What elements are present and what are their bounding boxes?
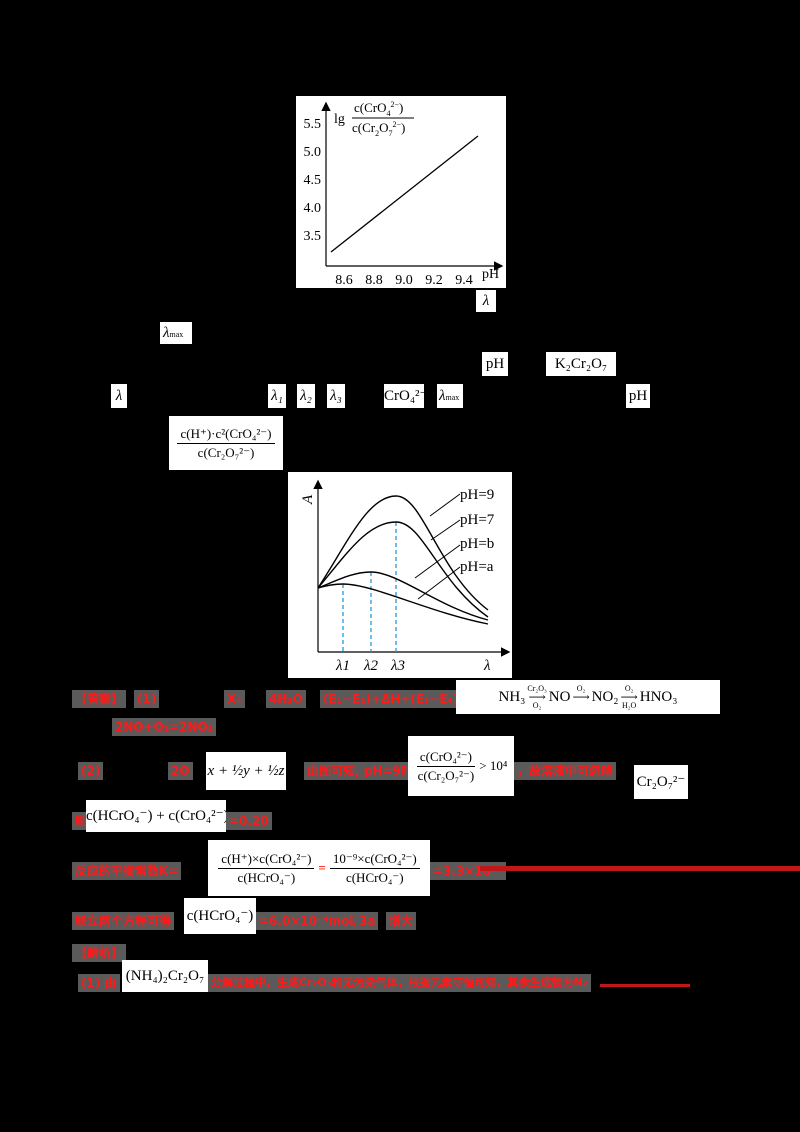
ka-expression: c(H⁺)×c(CrO₄²⁻) c(HCrO₄⁻) = 10⁻⁹×c(CrO₄²⁻… xyxy=(208,840,430,896)
svg-text:3.5: 3.5 xyxy=(304,229,322,244)
lambda1-snippet: λ₁ xyxy=(268,384,286,408)
answer-frag-a: X₄ xyxy=(224,690,245,708)
q2-label: (2) xyxy=(78,762,104,780)
ph-snippet-2: pH xyxy=(626,384,650,408)
svg-text:4.0: 4.0 xyxy=(304,201,322,216)
svg-text:λ2: λ2 xyxy=(363,658,378,674)
x-tick-labels: λ1 λ2 λ3 xyxy=(335,658,405,674)
lambda2-snippet: λ₂ xyxy=(297,384,315,408)
data-line xyxy=(330,135,479,253)
chart2-svg: pH=9 pH=7 pH=b pH=a A λ1 λ2 λ3 λ xyxy=(300,479,511,674)
chart-absorbance-vs-wavelength: pH=9 pH=7 pH=b pH=a A λ1 λ2 λ3 λ xyxy=(288,472,512,678)
y-axis-label-prefix: lg xyxy=(334,112,345,127)
sum-value: =0.20 xyxy=(226,812,272,830)
svg-text:9.4: 9.4 xyxy=(455,273,473,288)
svg-text:λ3: λ3 xyxy=(390,658,405,674)
svg-text:pH=a: pH=a xyxy=(460,559,494,575)
svg-text:λ1: λ1 xyxy=(335,658,350,674)
hcro4-prefix: 联立两个方程可得 xyxy=(72,912,175,930)
text-ph9: 由图可知, pH=9时, xyxy=(304,762,421,780)
cro4-snippet: CrO₄²⁻ xyxy=(384,384,427,408)
y-axis-label: A xyxy=(300,494,316,505)
y-axis-label-numerator: c(CrO42−) xyxy=(354,100,403,118)
legend-labels: pH=9 pH=7 pH=b pH=a xyxy=(460,487,495,575)
analysis-line-prefix: (1) 由 xyxy=(78,974,120,992)
curve-ph7 xyxy=(317,521,489,618)
analysis-heading: 【解析】 xyxy=(72,944,127,962)
y-tick-labels: 5.5 5.0 4.5 4.0 3.5 xyxy=(304,117,322,244)
ka-value: =3.3×10⁻⁷ xyxy=(430,862,506,880)
chart1-svg: 5.5 5.0 4.5 4.0 3.5 8.6 8.8 9.0 9.2 9.4 … xyxy=(304,100,504,288)
lambda-max-snippet-2: λmax xyxy=(437,384,463,408)
nh4-cr2o7-expr: (NH₄)₂Cr₂O₇ xyxy=(122,960,208,992)
red-underline-1 xyxy=(480,866,800,871)
svg-text:pH=7: pH=7 xyxy=(460,512,495,528)
svg-text:9.2: 9.2 xyxy=(425,273,443,288)
q1-label: (1) xyxy=(134,690,160,708)
svg-text:pH=b: pH=b xyxy=(460,536,494,552)
k2cr2o7-snippet: K₂Cr₂O₇ xyxy=(546,352,616,376)
ph-snippet: pH xyxy=(482,352,508,376)
ratio-cro4-cr2o7: c(CrO₄²⁻) c(Cr₂O₇²⁻) > 10⁴ xyxy=(408,736,514,796)
analysis-line-text: 分解过程中，生成Cr₂O₃和无污染气体，根据元素守恒可知，其余生成物为N₂ xyxy=(208,974,591,992)
curve-ph9 xyxy=(317,495,489,611)
svg-text:9.0: 9.0 xyxy=(395,273,413,288)
lambda-snippet: λ xyxy=(111,384,127,408)
sum-prefix: 则 xyxy=(72,812,91,830)
hcro4-expr: c(HCrO₄⁻) xyxy=(184,898,256,934)
x-tick-labels: 8.6 8.8 9.0 9.2 9.4 xyxy=(335,273,473,288)
answer-frag-d: 2O xyxy=(168,762,193,780)
svg-text:8.8: 8.8 xyxy=(365,273,383,288)
answer-heading: 【答案】 xyxy=(72,690,127,708)
ka-prefix: 反应的平衡常数K= xyxy=(72,862,182,880)
text-ignore: ，故溶液中可忽略 xyxy=(514,762,617,780)
curve-phb xyxy=(317,571,489,621)
red-underline-2 xyxy=(600,984,690,987)
lambda-snippet-top: λ xyxy=(476,290,496,312)
answer-frag-f: 增大 xyxy=(386,912,417,930)
curve-pha xyxy=(317,583,489,625)
answer-frag-e: 3a xyxy=(356,912,379,930)
svg-text:5.0: 5.0 xyxy=(304,145,322,160)
chart-lg-ratio-vs-ph: 5.5 5.0 4.5 4.0 3.5 8.6 8.8 9.0 9.2 9.4 … xyxy=(296,96,506,288)
answer-frag-b: 4H₂O xyxy=(266,690,306,708)
cr2o7-snippet: Cr₂O₇²⁻ xyxy=(634,765,688,799)
expr-xyz: x + ½y + ½z xyxy=(206,752,286,790)
y-axis-label-denominator: c(Cr2O72−) xyxy=(352,120,405,138)
svg-text:pH=9: pH=9 xyxy=(460,487,494,503)
hcro4-value: =6.0×10⁻⁴mol/L xyxy=(256,912,369,930)
equation-no-o2: 2NO+O₂=2NO₂ xyxy=(112,718,217,736)
svg-text:8.6: 8.6 xyxy=(335,273,353,288)
svg-text:4.5: 4.5 xyxy=(304,173,322,188)
lambda3-snippet: λ₃ xyxy=(327,384,345,408)
reaction-chain: NH₃ Cr₂O₃ ⟶ O₂ NO O₂ ⟶ NO₂ O₂ ⟶ H₂O HNO₃ xyxy=(456,680,720,714)
sum-expr: c(HCrO₄⁻) + c(CrO₄²⁻) xyxy=(86,800,229,832)
x-axis-label: λ xyxy=(483,658,491,674)
lambda-max-snippet: λmax xyxy=(160,322,192,344)
equilibrium-ratio-snippet: c(H⁺)·c²(CrO₄²⁻) c(Cr₂O₇²⁻) xyxy=(169,416,283,470)
x-axis-label: pH xyxy=(482,267,499,282)
answer-frag-c: (E₁−E₂)+ΔH+(E₃−E₄) xyxy=(320,690,462,708)
svg-text:5.5: 5.5 xyxy=(304,117,322,132)
